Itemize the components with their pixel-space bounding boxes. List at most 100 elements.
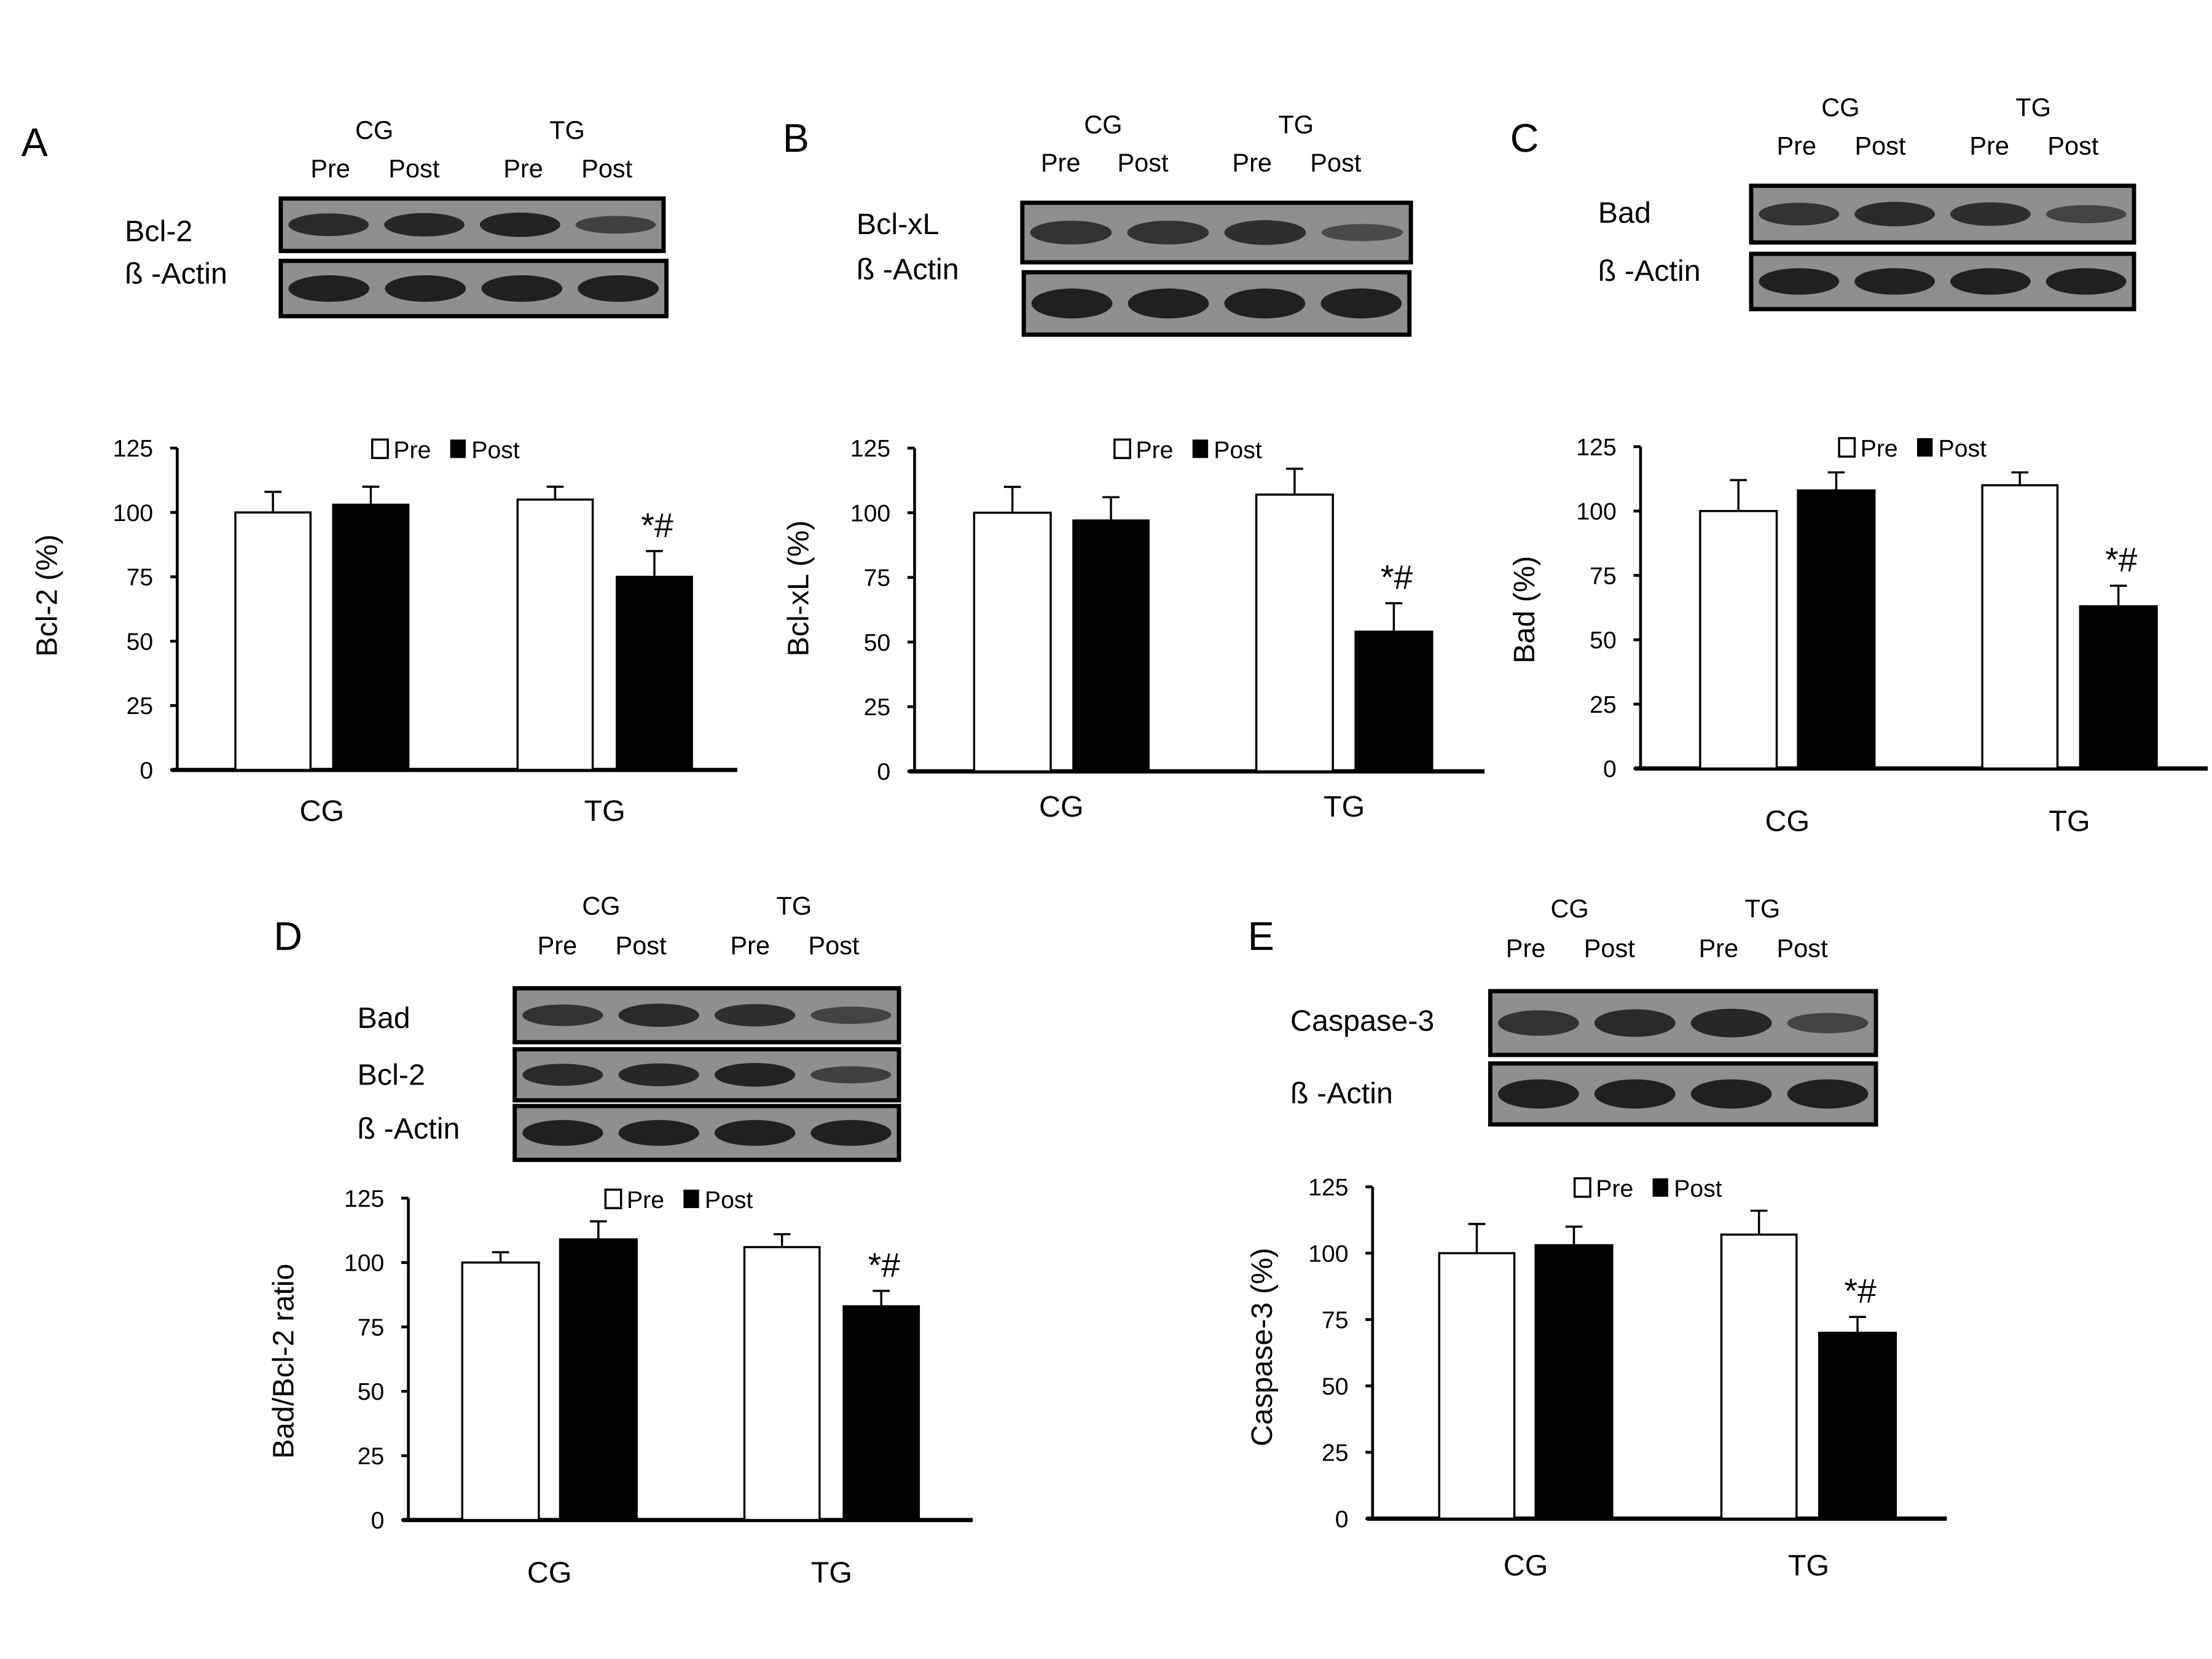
y-tick-label: 75 [358,1314,385,1341]
blot-band [714,1004,796,1027]
y-tick-label: 75 [864,565,891,592]
blot-lane-label: Pre [1232,148,1272,177]
bar-pre-tg [1720,1233,1798,1520]
y-axis-label: Bcl-xL (%) [782,520,815,657]
legend-swatch-post [683,1190,699,1209]
blot-row-label: ß -Actin [1598,254,1701,288]
legend-label-post: Post [1674,1175,1722,1202]
significance-marker: *# [1381,559,1413,597]
blot-lane-label: Pre [1506,934,1546,963]
y-tick-label: 50 [1322,1373,1349,1400]
blot-band [1321,224,1403,241]
legend-swatch-post [1917,438,1933,457]
blot-row-label: Caspase-3 [1290,1005,1434,1038]
panel-letter: A [22,120,48,165]
blot-lane-label: Post [616,931,667,960]
blot-band [810,1006,892,1024]
blot-group-label: CG [582,891,620,920]
blot-lane-label: Post [1117,148,1169,177]
bar-pre-cg [1438,1252,1516,1520]
bar-pre-tg [743,1245,821,1521]
y-tick-label: 50 [1590,627,1617,654]
blot-band [618,1063,699,1086]
y-axis-label: Bad (%) [1508,556,1541,664]
panel-letter: E [1248,914,1274,959]
y-tick-label: 75 [1322,1306,1349,1333]
blot-band [522,1120,603,1146]
blot-band [1320,288,1402,319]
y-tick-label: 75 [1590,562,1617,589]
x-category-label: CG [300,794,345,828]
legend-swatch-post [450,439,466,458]
blot-band [810,1120,892,1146]
significance-marker: *# [1845,1272,1877,1310]
legend-label-pre: Pre [1596,1175,1633,1202]
y-tick-label: 25 [127,692,154,720]
blot-band [1854,268,1936,295]
y-axis-label: Bad/Bcl-2 ratio [267,1263,300,1459]
blot-band [1854,202,1936,227]
x-category-label: TG [1324,790,1365,823]
blot-lane-label: Post [808,931,860,960]
blot-band [1594,1079,1676,1109]
x-category-label: CG [527,1556,572,1589]
blot-group-label: CG [355,116,393,144]
bar-post-tg [616,576,693,771]
blot-lane-label: Post [1854,131,1906,160]
legend-swatch-post [1652,1178,1668,1197]
y-tick-label: 25 [1322,1439,1349,1466]
blot-band [385,275,466,302]
blot-row-label: Bad [358,1002,410,1035]
y-tick-label: 25 [864,694,891,721]
y-tick-label: 100 [1576,498,1616,525]
x-category-label: CG [1504,1549,1548,1582]
bar-pre-tg [516,498,594,771]
blot-band [575,216,656,234]
legend-label-pre: Pre [1861,435,1898,462]
panel-letter: D [273,914,302,959]
blot-group-label: TG [776,891,812,920]
blot-row-label: Bad [1598,196,1651,229]
blot-group-label: CG [1084,110,1122,139]
y-tick-label: 125 [850,435,890,462]
y-tick-label: 100 [113,500,153,527]
blot-lane-label: Pre [1969,131,2009,160]
legend-swatch-pre [604,1188,622,1209]
y-axis-label: Bcl-2 (%) [30,535,63,657]
blot-group-label: CG [1821,93,1859,122]
blot-lane-label: Pre [730,931,770,960]
blot-band [1030,221,1112,245]
blot-group-label: TG [2015,93,2051,122]
bar-post-cg [1072,519,1150,773]
blot-band [1950,268,2031,295]
panel-letter: C [1510,116,1539,160]
blot-lane-label: Pre [538,931,578,960]
y-tick-label: 0 [1335,1505,1349,1532]
panel-letter: B [783,116,809,160]
blot-band [714,1120,796,1146]
blot-band [1031,288,1113,319]
bar-post-tg [1354,630,1433,773]
blot-group-label: TG [1278,110,1314,139]
blot-row-label: Bcl-2 [358,1058,425,1091]
y-tick-label: 0 [139,757,153,784]
blot-band [1128,288,1209,319]
legend-label-post: Post [705,1186,753,1214]
blot-lane-label: Post [1310,148,1362,177]
blot-lane-label: Post [1584,934,1636,963]
bar-pre-cg [1699,509,1778,770]
blot-band [1224,220,1306,245]
bar-post-tg [1818,1332,1897,1520]
blot-band [810,1066,892,1084]
legend-swatch-post [1192,439,1209,458]
y-tick-label: 125 [1308,1174,1348,1201]
blot-band [522,1004,603,1026]
significance-marker: *# [641,506,673,544]
blot-band [1594,1009,1676,1037]
legend-label-post: Post [1214,436,1262,463]
blot-band [618,1003,699,1027]
blot-band [1759,268,1840,295]
